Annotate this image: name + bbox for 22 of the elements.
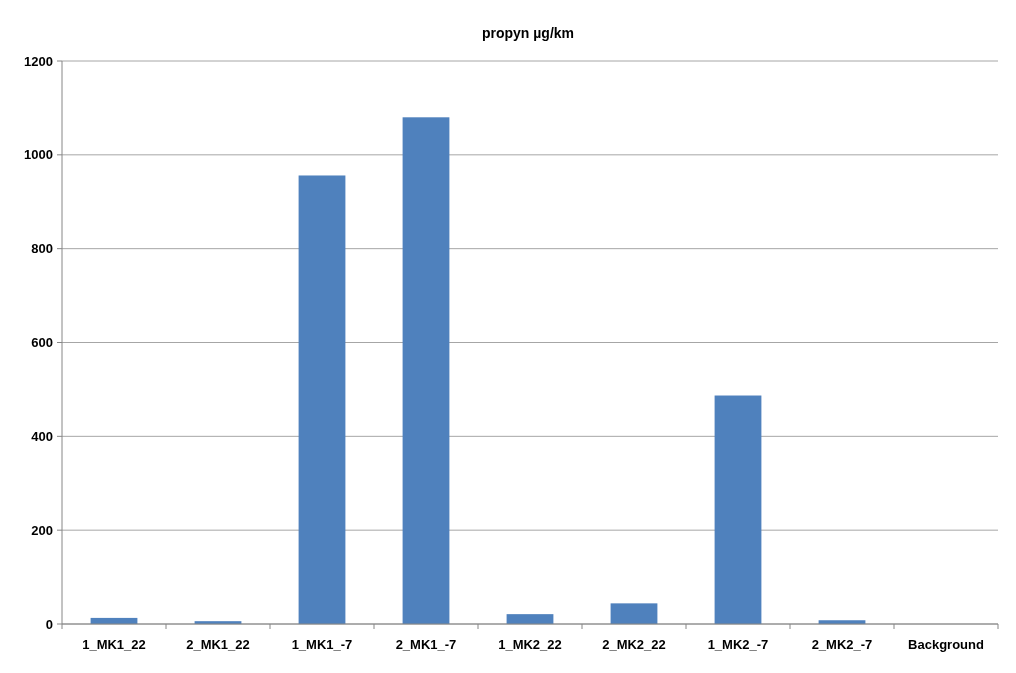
y-tick-label: 1000 <box>24 147 53 163</box>
x-tick-label: 2_MK1_-7 <box>395 637 457 652</box>
bar <box>714 395 762 624</box>
y-tick-label: 0 <box>45 616 53 632</box>
bar <box>298 175 346 624</box>
y-tick-label: 200 <box>31 522 53 538</box>
x-tick-label: 1_MK2_22 <box>498 637 562 652</box>
x-tick-label: 2_MK2_-7 <box>811 637 873 652</box>
x-tick-label: 1_MK1_22 <box>82 637 146 652</box>
x-tick-label: Background <box>908 637 984 652</box>
y-tick-label: 1200 <box>24 53 53 69</box>
bar <box>506 614 554 624</box>
y-tick-label: 600 <box>31 335 53 351</box>
bar <box>610 603 658 624</box>
x-tick-label: 2_MK1_22 <box>186 637 250 652</box>
y-tick-label: 400 <box>31 428 53 444</box>
chart-title: propyn µg/km <box>481 25 575 41</box>
x-tick-label: 1_MK2_-7 <box>707 637 769 652</box>
x-tick-label: 1_MK1_-7 <box>291 637 353 652</box>
y-tick-label: 800 <box>31 241 53 257</box>
bar <box>402 117 450 624</box>
x-tick-label: 2_MK2_22 <box>602 637 666 652</box>
